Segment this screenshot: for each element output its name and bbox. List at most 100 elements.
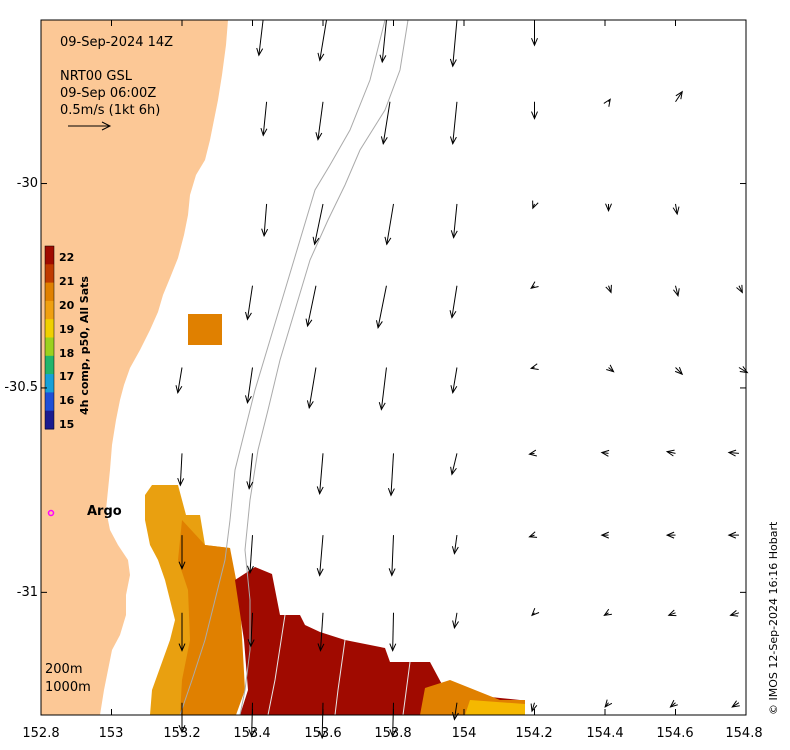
vector-head (315, 132, 323, 141)
vector-shaft (308, 367, 317, 408)
current-vector (178, 702, 186, 734)
colorbar-border (44, 245, 55, 430)
current-vector (178, 612, 186, 652)
vector-shaft (251, 702, 253, 737)
vector-head (669, 699, 678, 708)
vector-head (178, 643, 186, 652)
vector-head (178, 561, 186, 570)
x-tick-label: 152.8 (22, 726, 60, 741)
current-vector (600, 449, 610, 457)
contour-white-2 (334, 639, 346, 716)
current-vector (316, 453, 324, 495)
current-vector (318, 702, 326, 740)
vector-head (318, 730, 326, 740)
vector-head (603, 608, 612, 616)
vector-shaft (314, 203, 324, 245)
vector-head (531, 38, 538, 47)
vector-shaft (730, 612, 740, 616)
vector-head (256, 47, 264, 57)
colorbar-segment (45, 319, 54, 338)
current-vector (529, 363, 539, 371)
current-vector (531, 101, 538, 120)
current-vector (261, 203, 269, 238)
vector-head (739, 366, 749, 374)
vector-shaft (453, 612, 458, 628)
colorbar (44, 245, 55, 430)
vector-shaft (319, 535, 324, 576)
current-vector (449, 101, 458, 146)
current-vector (729, 610, 740, 617)
current-vector (450, 453, 458, 476)
vector-shaft (675, 203, 678, 215)
current-vector (673, 285, 680, 298)
x-tick-label: 154.2 (515, 726, 553, 741)
current-vector (727, 531, 739, 539)
sst-layer (145, 314, 525, 715)
bathymetry-contours-sst (267, 614, 411, 716)
vector-shaft (675, 91, 683, 103)
current-vectors (175, 19, 749, 740)
vector-head (178, 724, 186, 734)
x-tick-label: 154 (451, 726, 477, 741)
x-tick-label: 154.4 (586, 726, 624, 741)
current-vector (531, 608, 540, 617)
vector-head (450, 466, 457, 476)
vector-head (665, 531, 675, 539)
vector-head (452, 620, 459, 630)
current-vector (530, 702, 538, 713)
vector-head (261, 228, 269, 238)
sst-patch-mid-orange (178, 520, 245, 715)
current-vector (604, 699, 613, 708)
vector-shaft (451, 285, 458, 318)
vector-shaft (392, 702, 394, 737)
vector-shaft (386, 203, 394, 245)
current-vector (449, 19, 458, 68)
colorbar-segment (45, 410, 54, 430)
vector-head (246, 481, 254, 490)
current-vector (665, 531, 676, 539)
vector-shaft (177, 367, 183, 393)
vector-head (388, 568, 396, 577)
current-vector (675, 90, 683, 103)
vector-head (317, 52, 325, 62)
contour-white-3 (402, 661, 411, 716)
y-tick-label: -31 (16, 585, 38, 600)
colorbar-tick: 20 (59, 299, 75, 312)
colorbar-segment (45, 264, 54, 284)
vector-head (450, 385, 458, 394)
vector-head (389, 729, 397, 738)
depth-200-label: 200m (45, 662, 83, 677)
vector-head (727, 531, 737, 539)
current-vector (175, 367, 183, 394)
vector-head (531, 111, 538, 120)
current-vector (603, 98, 611, 107)
current-vector (246, 535, 254, 575)
vector-head (244, 395, 252, 405)
argo-marker (47, 509, 55, 517)
vector-shaft (319, 612, 324, 651)
vector-shaft (452, 101, 458, 144)
x-tick-label: 153.4 (233, 726, 271, 741)
contour-200m (179, 19, 386, 716)
current-vector (605, 203, 612, 212)
vector-shaft (321, 702, 324, 739)
vector-head (305, 318, 313, 328)
x-tick-label: 153 (98, 726, 124, 741)
current-vector (605, 284, 612, 294)
vector-shaft (249, 535, 253, 573)
vector-head (605, 203, 612, 212)
current-vector (449, 285, 458, 319)
vector-head (729, 610, 739, 617)
current-vector (378, 367, 387, 411)
current-vector (669, 699, 678, 708)
vector-shaft (451, 453, 458, 475)
current-vector (316, 535, 324, 577)
current-vector (306, 367, 317, 410)
current-vector (247, 612, 255, 648)
vector-head (600, 449, 610, 457)
vector-shaft (319, 19, 328, 61)
current-vector (375, 285, 387, 329)
sst-patch-small (188, 314, 222, 345)
vector-head (604, 699, 613, 708)
